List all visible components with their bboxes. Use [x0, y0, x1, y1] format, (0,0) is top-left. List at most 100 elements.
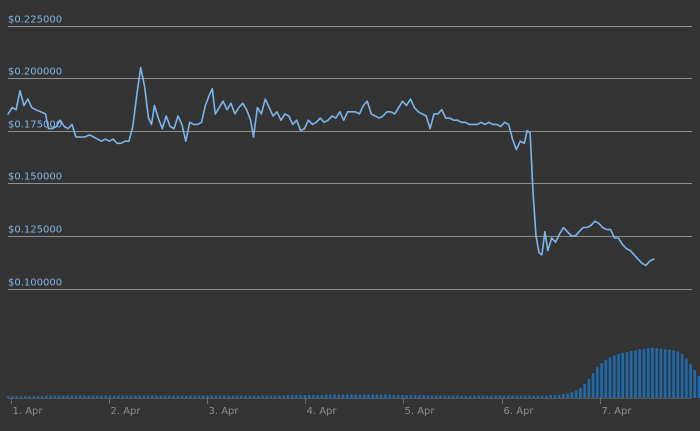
volume-bar: [223, 395, 226, 398]
volume-bar: [23, 396, 27, 398]
x-tick-label: 2. Apr: [111, 406, 142, 417]
price-line: [7, 66, 655, 267]
volume-bar: [112, 395, 116, 398]
volume-bar: [176, 395, 180, 398]
volume-bar: [324, 394, 328, 398]
y-tick-label: $0.225000: [8, 15, 62, 26]
volume-bar: [78, 395, 82, 398]
volume-bar: [439, 395, 442, 398]
volume-bar: [523, 395, 527, 398]
volume-bar: [464, 395, 468, 398]
volume-bar: [672, 350, 675, 398]
volume-bar: [388, 394, 391, 398]
volume-bar: [371, 394, 375, 398]
volume-bar: [473, 395, 476, 398]
volume-bar: [269, 395, 273, 398]
volume-bar: [40, 396, 44, 398]
volume-bar: [557, 395, 561, 398]
volume-bar: [532, 395, 536, 398]
volume-bar: [193, 395, 197, 398]
grid-layer: [8, 26, 692, 290]
volume-bar: [604, 359, 608, 398]
volume-bar: [227, 395, 230, 398]
y-tick-label: $0.175000: [8, 120, 62, 131]
volume-bar: [265, 395, 269, 398]
volume-bar: [100, 395, 103, 398]
volume-bar: [151, 395, 154, 398]
y-tick-label: $0.200000: [8, 67, 62, 78]
volume-bar: [553, 395, 557, 398]
volume-bar: [570, 392, 574, 398]
volume-bar: [434, 395, 438, 398]
volume-bar: [214, 395, 218, 398]
volume-bar: [91, 395, 95, 398]
volume-bar: [494, 395, 497, 398]
volume-bar: [596, 367, 599, 398]
volume-bar: [87, 395, 91, 398]
volume-bar: [587, 378, 591, 398]
volume-bar: [32, 396, 35, 398]
volume-bar: [460, 395, 464, 398]
volume-bar: [401, 395, 404, 398]
volume-bar: [312, 395, 315, 398]
volume-bar: [545, 395, 548, 398]
volume-bar: [405, 395, 408, 398]
volume-bar: [129, 395, 133, 398]
volume-bar: [651, 347, 654, 398]
volume-bar: [617, 353, 620, 398]
volume-bar: [146, 395, 150, 398]
volume-bar: [189, 395, 192, 398]
line-layer: [7, 66, 655, 267]
volume-bar: [261, 395, 264, 398]
volume-bar: [447, 395, 451, 398]
volume-bar: [422, 395, 425, 398]
volume-bar: [693, 370, 697, 398]
volume-bar: [74, 395, 78, 398]
volume-bar: [646, 348, 650, 398]
volume-layer: [6, 347, 700, 398]
volume-bar: [591, 373, 595, 398]
volume-bar: [62, 395, 65, 398]
x-label-layer: 1. Apr 2. Apr 3. Apr 4. Apr 5. Apr 6. Apr 7. A…: [8, 398, 692, 417]
volume-bar: [210, 395, 213, 398]
volume-bar: [282, 395, 286, 398]
volume-bar: [83, 395, 86, 398]
volume-bar: [498, 395, 502, 398]
volume-bar: [15, 396, 19, 398]
y-tick-label: $0.150000: [8, 172, 62, 183]
volume-bar: [621, 352, 625, 398]
volume-bar: [612, 355, 616, 398]
volume-bar: [477, 395, 480, 398]
x-tick-label: 4. Apr: [307, 406, 338, 417]
volume-bar: [668, 349, 671, 398]
volume-bar: [117, 395, 120, 398]
volume-bar: [362, 394, 366, 398]
volume-bar: [108, 395, 112, 398]
volume-bar: [341, 394, 345, 398]
volume-bar: [358, 394, 362, 398]
volume-bar: [104, 395, 108, 398]
volume-bar: [536, 395, 540, 398]
volume-bar: [502, 395, 506, 398]
volume-bar: [256, 395, 260, 398]
volume-bar: [659, 348, 663, 398]
volume-bar: [240, 395, 243, 398]
volume-bar: [350, 394, 353, 398]
volume-bar: [142, 395, 146, 398]
volume-bar: [485, 395, 489, 398]
volume-bar: [134, 395, 137, 398]
volume-bar: [278, 395, 281, 398]
volume-bar: [562, 393, 565, 398]
volume-bar: [125, 395, 129, 398]
volume-bar: [45, 395, 48, 398]
volume-bar: [290, 395, 294, 398]
x-tick-label: 6. Apr: [504, 406, 535, 417]
volume-bar: [333, 394, 336, 398]
volume-bar: [638, 349, 642, 398]
volume-bar: [528, 395, 531, 398]
volume-bar: [286, 395, 290, 398]
volume-bar: [409, 395, 413, 398]
volume-bar: [19, 396, 23, 398]
